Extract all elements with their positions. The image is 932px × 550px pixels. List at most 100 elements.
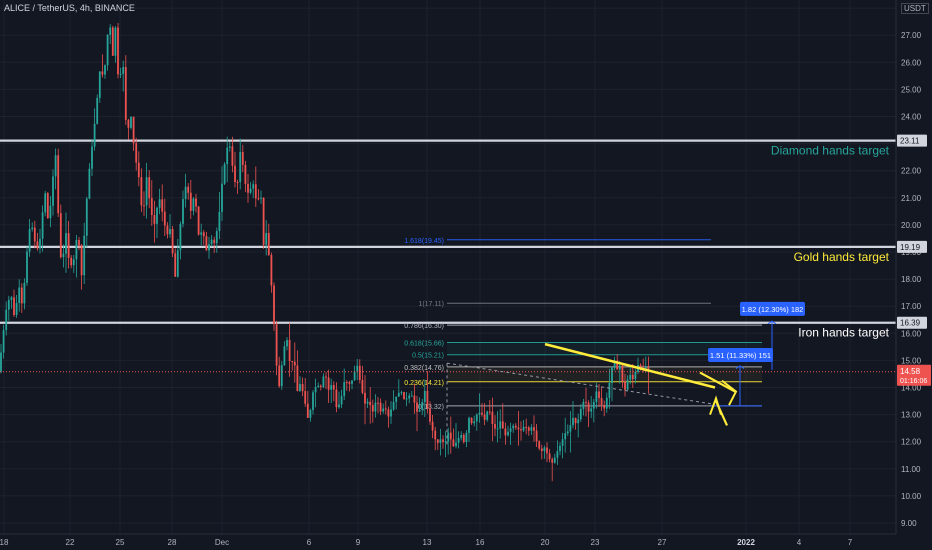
target-labels: Diamond hands target Gold hands target Iro… [771,144,890,340]
candle-body [447,432,450,442]
candle-body [527,427,530,431]
fib-level-label: 0.618(15.66) [404,341,444,348]
candle-body [379,402,382,412]
candle-body [192,198,195,211]
price-tick-label: 9.00 [901,519,917,528]
candle-body [67,233,70,258]
symbol-title[interactable]: ALICE / TetherUS, 4h, BINANCE [4,3,135,13]
candle-body [327,377,330,390]
candle-body [405,398,408,400]
candle-body [18,287,21,304]
candle-body [605,397,608,409]
target-label: Gold hands target [794,250,890,264]
candle-body [587,402,590,412]
candle-body [260,197,262,199]
candle-body [366,401,369,404]
candle-body [449,432,452,440]
candle-body [574,417,577,424]
candle-body [590,408,593,412]
price-tick-label: 18.00 [901,275,922,284]
candle-body [483,414,486,420]
candle-body [517,427,520,430]
measure-label-box [708,347,773,362]
level-price-tag-text: 19.19 [900,243,921,252]
candle-body [361,379,364,393]
candle-body [501,421,504,429]
candle-body [439,439,442,443]
candle-body [267,233,270,255]
time-tick-label: 22 [66,538,75,547]
candle-body [410,395,413,397]
candle-body [390,409,392,417]
candle-body [137,162,140,178]
candle-body [582,401,585,409]
currency-label[interactable]: USDT [901,3,929,14]
measure-arrow [767,320,777,325]
price-tick-label: 11.00 [901,465,921,474]
candle-body [499,421,502,429]
candle-body [595,391,598,402]
candle-body [80,245,83,276]
countdown-text: 01:16:06 [900,378,927,385]
price-tick-label: 10.00 [901,492,922,501]
candle-body [26,251,28,283]
price-tick-label: 16.00 [901,329,922,338]
candle-body [36,241,39,249]
candle-body [335,389,338,408]
candle-body [221,183,223,212]
time-tick-label: 18 [0,538,9,547]
time-axis: 18 22 25 28 Dec 6 9 13 16 20 23 27 2022 4 7 [0,533,896,547]
candle-body [5,309,8,331]
candle-body [468,417,470,433]
candle-body [338,404,340,408]
candle-body [348,382,351,384]
candle-body [98,71,101,98]
candle-body [85,198,88,236]
candle-body [145,177,148,206]
candle-body [384,408,387,410]
time-tick-label: 9 [356,538,361,547]
candle-body [644,367,647,369]
price-tick-label: 15.00 [901,356,922,365]
yellow-arrow-right [699,371,736,393]
candle-body [434,430,437,440]
candle-body [358,365,361,380]
candle-body [75,240,78,260]
price-tick-label: 17.00 [901,302,922,311]
candle-body [566,431,569,434]
candle-body [166,225,169,235]
candle-body [504,428,507,436]
candle-body [553,457,556,463]
candle-body [585,401,587,403]
candle-body [280,365,283,387]
fib-extension: 1.618(19.45) 1(17.11) 0.786(16.30) 0.618(15… [404,238,762,411]
candle-body [304,391,307,404]
candle-body [158,199,161,208]
candle-body [395,396,398,402]
candle-body [59,213,62,258]
candle-body [374,402,377,412]
candle-body [114,27,117,56]
candle-body [91,146,93,169]
candle-body [626,379,629,390]
candle-body [613,360,616,368]
candle-body [618,365,621,370]
time-tick-label: 16 [476,538,485,547]
candle-body [429,408,431,422]
candle-body [241,152,244,165]
time-tick-label: 13 [423,538,432,547]
measure-arrow [735,365,745,369]
candle-body [150,198,153,216]
candle-body [124,67,127,120]
candle-body [275,324,278,366]
candle-body [283,346,286,366]
price-tick-label: 24.00 [901,113,922,122]
candle-body [634,372,637,380]
candle-body [223,164,226,184]
level-price-tag [897,316,927,329]
target-label: Iron hands target [798,326,889,340]
candle-body [538,441,541,449]
candle-body [234,165,236,183]
